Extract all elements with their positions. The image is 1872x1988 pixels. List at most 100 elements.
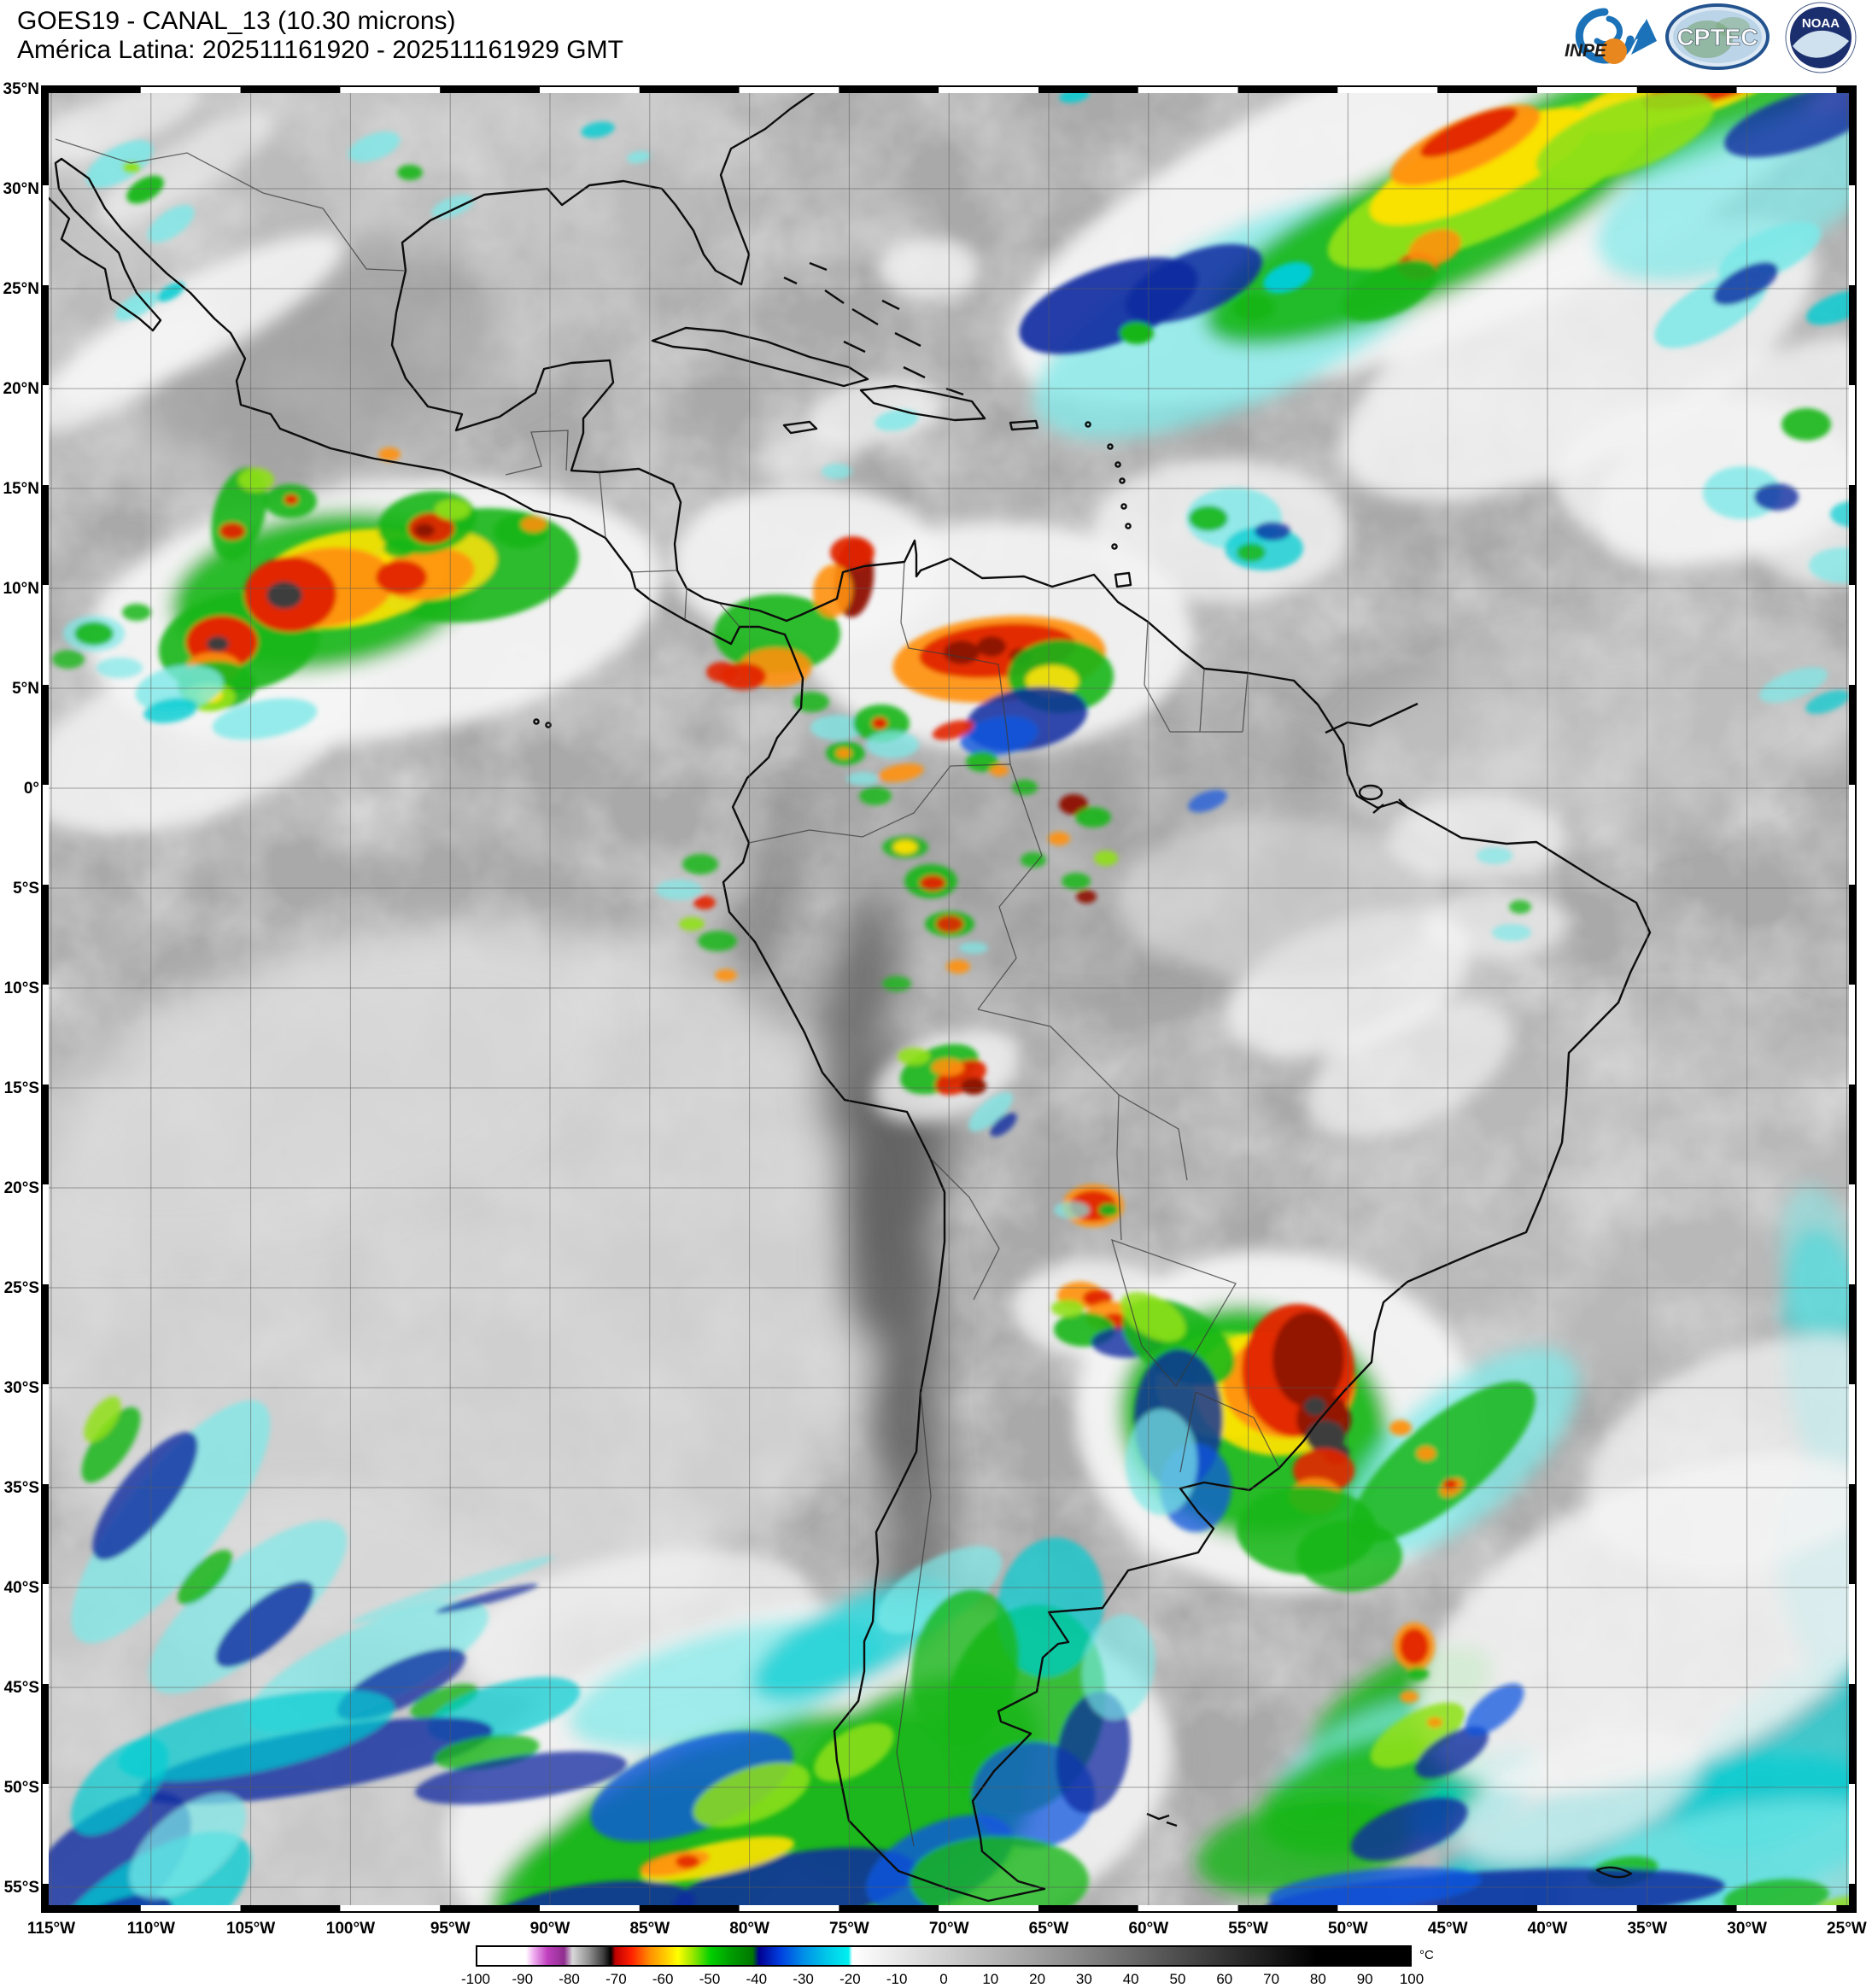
map-frame bbox=[41, 85, 1857, 1913]
cloud-feature bbox=[1075, 807, 1111, 827]
cloud-feature bbox=[1126, 243, 1262, 324]
cloud-feature bbox=[1370, 1702, 1465, 1769]
frame-segment bbox=[1849, 985, 1857, 1085]
lon-label: 35°W bbox=[1627, 1920, 1668, 1938]
lon-label: 25°W bbox=[1827, 1920, 1867, 1938]
cloud-feature bbox=[1272, 1312, 1344, 1407]
cloud-feature bbox=[1263, 261, 1313, 294]
cloud-feature bbox=[378, 447, 401, 461]
island-dot bbox=[1085, 421, 1091, 428]
cloud-feature bbox=[1304, 1397, 1326, 1416]
lat-label: 10°N bbox=[3, 580, 39, 598]
colorbar-tick: -10 bbox=[886, 1971, 908, 1987]
cloud-feature bbox=[814, 1722, 894, 1782]
frame-segment bbox=[41, 785, 49, 885]
cloud-feature bbox=[1587, 1336, 1872, 1571]
frame-segment bbox=[41, 1184, 49, 1284]
frame-segment bbox=[41, 685, 49, 785]
cloud-feature bbox=[415, 1751, 627, 1805]
cloud-feature bbox=[932, 1059, 964, 1076]
coastlines bbox=[40, 88, 1652, 1903]
cloud-feature bbox=[219, 523, 245, 540]
latlon-grid bbox=[41, 85, 1857, 1913]
cloud-feature bbox=[1306, 1000, 1512, 1138]
frame-segment bbox=[1849, 585, 1857, 685]
frame-segment bbox=[41, 885, 49, 985]
island-dot bbox=[1114, 461, 1121, 468]
colorbar-tick: -70 bbox=[605, 1971, 627, 1987]
product-coverage-timestamp: América Latina: 202511161920 - 202511161… bbox=[17, 36, 623, 64]
island-dot bbox=[1107, 443, 1114, 450]
frame-segment bbox=[440, 85, 540, 93]
island-dot bbox=[545, 722, 552, 728]
cloud-feature bbox=[990, 764, 1009, 776]
frame-segment bbox=[1849, 1284, 1857, 1384]
border-path bbox=[1118, 1094, 1188, 1181]
cloud-feature bbox=[893, 840, 917, 854]
frame-segment bbox=[41, 1784, 49, 1884]
frame-segment bbox=[1849, 185, 1857, 285]
colorbar-tick: -100 bbox=[460, 1971, 491, 1987]
lat-label: 25°S bbox=[3, 1279, 39, 1297]
colorbar-tick: -90 bbox=[512, 1971, 534, 1987]
frame-segment bbox=[41, 1684, 49, 1784]
cloud-feature bbox=[1415, 1726, 1489, 1779]
frame-segment bbox=[1636, 85, 1737, 93]
cloud-feature bbox=[1012, 780, 1038, 795]
agency-logos: INPE CPTEC NOAA bbox=[1565, 2, 1857, 73]
cloud-feature bbox=[1054, 1202, 1090, 1219]
cloud-feature bbox=[1082, 1614, 1155, 1720]
cloud-feature bbox=[1779, 1184, 1859, 1347]
cloud-feature bbox=[836, 748, 851, 758]
frame-segment bbox=[1849, 1584, 1857, 1684]
cloud-feature bbox=[960, 716, 1038, 757]
cloud-feature bbox=[714, 594, 840, 673]
colorbar-tick: 10 bbox=[982, 1971, 999, 1987]
cloud-feature bbox=[85, 140, 154, 188]
cloud-feature bbox=[435, 500, 471, 520]
lat-label: 0° bbox=[23, 780, 39, 798]
cloud-feature bbox=[1388, 794, 1567, 883]
frame-segment bbox=[1138, 1905, 1238, 1913]
lon-label: 85°W bbox=[629, 1920, 670, 1938]
frame-segment bbox=[140, 85, 241, 93]
frame-segment bbox=[240, 85, 341, 93]
cloud-feature bbox=[968, 1092, 1013, 1131]
lat-label: 45°S bbox=[3, 1679, 39, 1697]
cloud-feature bbox=[1422, 888, 1567, 960]
cloud-feature bbox=[118, 1689, 395, 1781]
lon-label: 75°W bbox=[829, 1920, 869, 1938]
lon-label: 115°W bbox=[26, 1920, 76, 1938]
frame-segment bbox=[41, 85, 141, 93]
coastline-path bbox=[1358, 784, 1384, 801]
cloud-feature bbox=[215, 1581, 314, 1668]
frame-segment bbox=[41, 1584, 49, 1684]
frame-segment bbox=[1849, 685, 1857, 785]
cloud-feature bbox=[1712, 261, 1779, 306]
lon-label: 95°W bbox=[430, 1920, 471, 1938]
colorbar-tick: 50 bbox=[1169, 1971, 1186, 1987]
cloud-feature bbox=[997, 1537, 1104, 1677]
border-path bbox=[1144, 621, 1249, 733]
coastline-path bbox=[1114, 571, 1132, 588]
frame-segment bbox=[41, 985, 49, 1085]
coastline-path bbox=[651, 326, 869, 388]
frame-segment bbox=[1437, 85, 1537, 93]
coastline-path bbox=[1146, 1812, 1178, 1827]
island-dot bbox=[1120, 503, 1127, 510]
border-path bbox=[896, 1391, 932, 1847]
cloud-feature bbox=[1126, 1409, 1197, 1515]
coastline-path bbox=[783, 261, 964, 396]
lat-label: 30°S bbox=[3, 1379, 39, 1397]
cloud-feature bbox=[1350, 1798, 1468, 1861]
cloud-feature bbox=[627, 150, 651, 164]
frame-segment bbox=[939, 1905, 1038, 1913]
cloud-feature bbox=[966, 751, 998, 772]
frame-segment bbox=[1636, 1905, 1737, 1913]
frame-segment bbox=[41, 1085, 49, 1184]
frame-segment bbox=[1337, 85, 1438, 93]
cloud-feature bbox=[139, 1717, 493, 1804]
colorbar-tick: 70 bbox=[1263, 1971, 1280, 1987]
cloud-feature bbox=[122, 604, 151, 621]
